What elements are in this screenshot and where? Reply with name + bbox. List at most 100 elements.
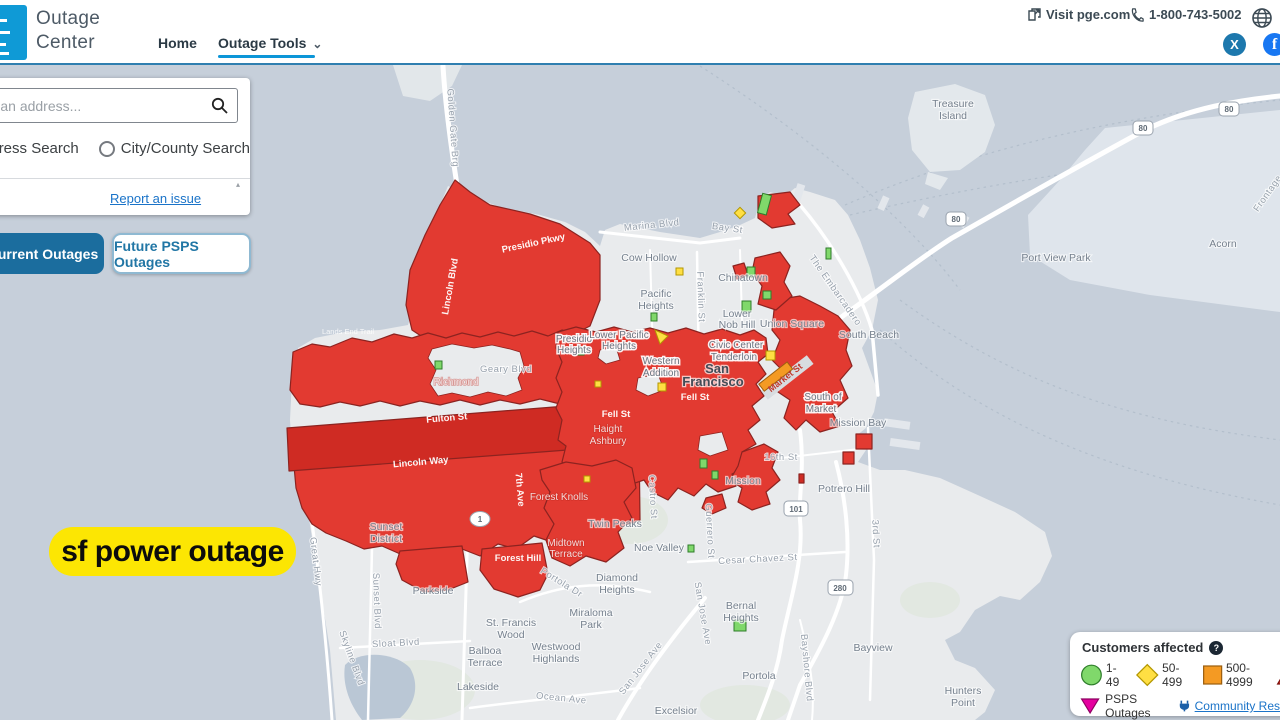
page-title: Outage Center — [36, 8, 101, 53]
map-label: Lakeside — [457, 681, 499, 693]
legend-title: Customers affected — [1082, 640, 1204, 655]
map-label: Cesar Chavez St — [718, 552, 798, 567]
facebook-icon[interactable]: f — [1263, 33, 1280, 56]
map-label: Island — [939, 110, 967, 122]
map-label: Tenderloin — [711, 352, 757, 363]
red-triangle-icon — [1277, 679, 1280, 685]
map-label: South Beach — [839, 329, 899, 341]
map-label: St. Francis — [486, 617, 536, 629]
info-icon[interactable]: ? — [1209, 640, 1224, 655]
tab-current-outages[interactable]: Current Outages — [0, 233, 104, 274]
map-label: Geary Blvd — [480, 364, 532, 375]
map-label: Lower Pacific — [589, 330, 648, 341]
map-label: Ashbury — [590, 436, 627, 447]
map-label: Lincoln Way — [393, 455, 450, 471]
psps-triangle-icon — [1080, 698, 1100, 715]
map-label: South of — [804, 392, 841, 403]
map-label: Heights — [638, 300, 674, 312]
map-label: Bayview — [853, 642, 893, 654]
map-label: Treasure — [932, 98, 974, 110]
shield-1: 1 — [478, 515, 483, 524]
green-circle-icon — [1081, 664, 1102, 686]
outage-areas[interactable] — [286, 179, 873, 632]
map-label: Pacific — [641, 288, 672, 300]
search-mode-radios: Address Search City/County Search — [0, 140, 250, 157]
map-label: Franklin St — [694, 271, 707, 322]
map-legend: Customers affected ? 1-49 50-499 500-499… — [1070, 632, 1280, 720]
map-label: Sunset — [370, 521, 403, 533]
nav-outage-tools[interactable]: Outage Tools ⌄ — [218, 35, 323, 51]
legend-label-50-499: 50-499 — [1162, 661, 1183, 689]
shield-280: 280 — [833, 584, 847, 593]
map-label: San — [705, 361, 729, 376]
map-label: Highlands — [533, 653, 580, 665]
phone-icon — [1131, 7, 1144, 22]
map-label: Lower — [723, 308, 752, 320]
map-label: Heights — [723, 612, 759, 624]
globe-icon[interactable] — [1251, 7, 1273, 29]
map-label: Cow Hollow — [621, 252, 677, 264]
map-label: Mission — [725, 475, 761, 487]
map-label: Midtown — [547, 538, 584, 549]
city-county-search-radio[interactable] — [98, 140, 115, 157]
map-label: Francisco — [682, 374, 743, 389]
map-label: Forest Knolls — [530, 492, 588, 503]
map-label: Market — [806, 404, 837, 415]
map-label: Fell St — [602, 409, 631, 420]
map-label: Point — [951, 697, 975, 709]
pge-logo[interactable] — [0, 5, 27, 60]
map-label: Fell St — [681, 392, 710, 403]
map-label: Castro St — [646, 475, 659, 520]
active-nav-underline — [218, 55, 315, 58]
shield-101: 101 — [789, 505, 803, 514]
psps-label: PSPS Outages — [1105, 692, 1151, 720]
tab-future-psps-outages[interactable]: Future PSPS Outages — [112, 233, 251, 274]
community-resource-link[interactable]: Community Resource — [1194, 699, 1280, 713]
report-issue-link[interactable]: Report an issue — [110, 191, 202, 206]
yellow-diamond-icon — [1135, 663, 1159, 687]
twitter-x-icon[interactable]: X — [1223, 33, 1246, 56]
map-label: Hunters — [945, 685, 982, 697]
map-label: Potrero Hill — [818, 483, 870, 495]
map-label: Lands End Trail — [322, 327, 374, 336]
header: Outage Center Home Outage Tools ⌄ Visit p… — [0, 0, 1280, 65]
map-label: 3rd St — [869, 519, 881, 548]
phone-number[interactable]: 1-800-743-5002 — [1130, 7, 1242, 22]
map-label: Bernal — [726, 600, 756, 612]
map-label: Heights — [602, 341, 636, 352]
legend-label-1-49: 1-49 — [1105, 661, 1120, 689]
outage-map[interactable]: 1 101 280 80 80 80 Golden Gate Brg Treas… — [0, 65, 1280, 720]
map-label: Balboa — [469, 645, 502, 657]
map-label: Portola — [742, 670, 775, 682]
nav-home[interactable]: Home — [158, 35, 197, 51]
map-label: Union Square — [760, 318, 824, 330]
address-search-input[interactable] — [0, 88, 238, 123]
map-label: Forest Hill — [495, 553, 541, 564]
map-label: Acorn — [1209, 238, 1237, 250]
map-label: Bay St — [711, 221, 743, 236]
map-label: Richmond — [433, 377, 478, 388]
panel-divider — [0, 178, 250, 179]
map-label: Twin Peaks — [588, 518, 642, 530]
chevron-down-icon: ⌄ — [312, 37, 323, 51]
map-label: 16th St — [764, 452, 798, 463]
city-county-search-label: City/County Search — [120, 140, 250, 157]
map-label: Parkside — [413, 585, 454, 597]
map-label: Terrace — [467, 657, 502, 669]
shield-80: 80 — [1139, 124, 1148, 133]
map-label: Mission Bay — [830, 417, 887, 429]
search-icon[interactable] — [211, 97, 228, 114]
external-link-icon — [1028, 8, 1041, 21]
map-label: Heights — [599, 584, 635, 596]
map-label: Miraloma — [569, 607, 612, 619]
orange-square-icon — [1202, 665, 1222, 685]
search-panel: Address Search City/County Search ▴ Repo… — [0, 78, 250, 215]
address-search-label: Address Search — [0, 140, 79, 157]
map-label: Nob Hill — [719, 319, 756, 331]
map-label: Civic Center — [709, 340, 764, 351]
visit-pge-link[interactable]: Visit pge.com — [1028, 7, 1130, 22]
map-label: Haight — [594, 424, 623, 435]
plug-icon — [1179, 700, 1189, 712]
map-label: Fulton St — [426, 411, 469, 426]
map-label: Heights — [557, 345, 591, 356]
